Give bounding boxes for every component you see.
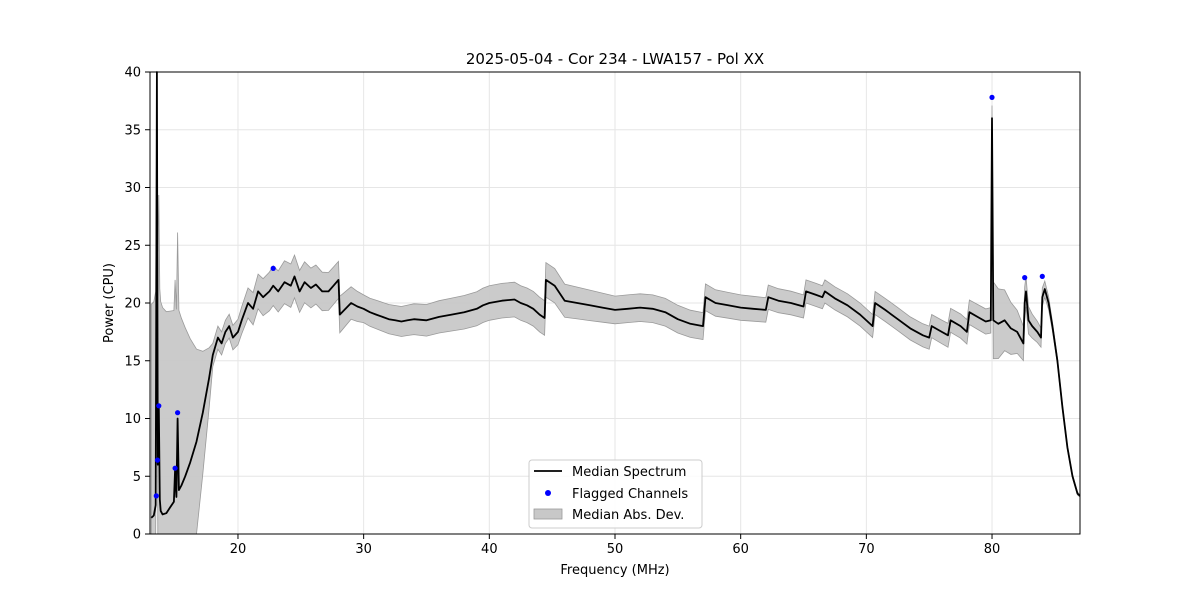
y-tick-label: 5 [133, 470, 141, 485]
y-tick-label: 20 [124, 297, 141, 312]
flagged-channel-point [989, 94, 995, 100]
legend: Median Spectrum Flagged Channels Median … [528, 459, 703, 529]
y-tick-label: 10 [124, 412, 141, 427]
x-tick-label: 50 [607, 542, 624, 557]
y-tick-label: 35 [124, 123, 141, 138]
median-line-layer [150, 71, 1081, 519]
flagged-points-layer [153, 94, 1045, 499]
legend-flagged-label: Flagged Channels [572, 487, 688, 502]
flagged-channel-point [156, 403, 162, 409]
x-tick-label: 20 [230, 542, 247, 557]
y-tick-label: 15 [124, 354, 141, 369]
x-tick-label: 60 [732, 542, 749, 557]
flagged-channel-point [1022, 275, 1028, 281]
chart-title: 2025-05-04 - Cor 234 - LWA157 - Pol XX [466, 50, 764, 68]
flagged-channel-point [1039, 273, 1045, 279]
x-tick-label: 30 [355, 542, 372, 557]
y-axis-label: Power (CPU) [102, 263, 117, 343]
y-tick-label: 40 [124, 66, 141, 81]
y-tick-label: 0 [133, 528, 141, 543]
legend-mad-label: Median Abs. Dev. [572, 508, 684, 523]
x-axis-ticks: 20 30 40 50 60 70 80 [230, 534, 1001, 557]
legend-median-label: Median Spectrum [572, 465, 686, 480]
flagged-channel-point [175, 410, 181, 416]
flagged-channel-point [154, 457, 161, 463]
y-tick-label: 25 [124, 239, 141, 254]
x-tick-label: 80 [984, 542, 1001, 557]
x-axis-label: Frequency (MHz) [560, 563, 669, 578]
legend-box [528, 459, 703, 529]
x-tick-label: 40 [481, 542, 498, 557]
median-spectrum-line [150, 71, 1081, 519]
legend-mad-swatch [533, 508, 563, 520]
y-axis-ticks: 0 5 10 15 20 25 30 35 40 [124, 66, 150, 543]
flagged-channel-point [270, 265, 276, 271]
legend-flagged-swatch [545, 490, 551, 496]
flagged-channel-point [153, 493, 159, 499]
y-tick-label: 30 [124, 181, 141, 196]
flagged-channel-point [172, 465, 178, 471]
x-tick-label: 70 [858, 542, 875, 557]
